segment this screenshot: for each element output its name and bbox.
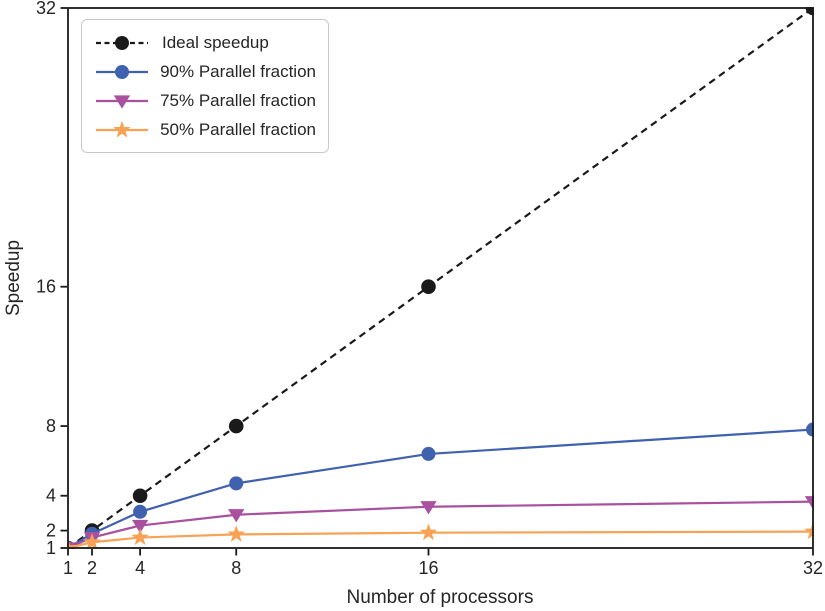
legend-label: 50% Parallel fraction: [160, 120, 316, 139]
legend-star-sample-icon: [96, 120, 148, 137]
series-marker-triangle-down: [131, 519, 149, 534]
series-marker-triangle-down: [228, 509, 245, 523]
x-tick-label: 2: [87, 558, 97, 578]
series-marker-star: [67, 538, 77, 549]
series-marker-star: [419, 523, 438, 541]
x-tick-label: 16: [418, 558, 438, 578]
y-tick-label: 8: [46, 416, 56, 436]
y-tick-label: 4: [46, 486, 56, 506]
series-line: [67, 530, 814, 549]
legend-label: 75% Parallel fraction: [160, 91, 316, 110]
series-marker-triangle-down: [804, 496, 814, 510]
legend-item-1: 90% Parallel fraction: [94, 57, 316, 86]
series-marker-circle: [805, 7, 814, 16]
series-marker-circle: [806, 422, 814, 437]
legend-item-3: 50% Parallel fraction: [94, 115, 316, 144]
series-marker-triangle-down: [420, 501, 437, 515]
plot-border: [67, 7, 814, 549]
y-tick-label: 16: [36, 277, 56, 297]
series-marker-circle: [228, 418, 244, 434]
series-marker-star: [131, 528, 149, 545]
series-marker-circle: [133, 504, 148, 519]
series-marker-circle: [421, 446, 436, 461]
legend-item-2: 75% Parallel fraction: [94, 86, 316, 115]
series-marker-star: [113, 120, 131, 137]
y-tick-label: 32: [36, 0, 56, 18]
x-tick-label: 1: [63, 558, 73, 578]
series-marker-circle: [115, 64, 129, 79]
legend: Ideal speedup 90% Parallel fraction 75% Pa…: [81, 19, 329, 153]
legend-triangle-down-sample-icon: [96, 94, 148, 109]
series-marker-star: [227, 525, 245, 542]
legend-label: 90% Parallel fraction: [160, 62, 316, 81]
series-marker-triangle-down: [113, 94, 131, 109]
legend-circle-sample-icon: [96, 64, 148, 79]
y-tick-label: 1: [46, 538, 56, 558]
x-axis-label: Number of processors: [347, 587, 534, 608]
legend-item-0: Ideal speedup: [94, 28, 316, 57]
y-axis-label: Speedup: [3, 240, 24, 316]
x-tick-label: 4: [135, 558, 145, 578]
legend-label: Ideal speedup: [162, 33, 269, 52]
series-marker-star: [83, 533, 101, 549]
series-marker-circle: [132, 488, 148, 504]
x-tick-label: 32: [803, 558, 823, 578]
series-marker-star: [804, 522, 814, 540]
x-tick-label: 8: [231, 558, 241, 578]
y-tick-label: 2: [46, 521, 56, 541]
series-marker-circle: [421, 279, 436, 295]
legend-circle-sample-icon: [96, 35, 148, 50]
series-line: [67, 500, 814, 549]
series-marker-circle: [115, 35, 129, 50]
series-line: [67, 428, 814, 549]
series-marker-circle: [229, 476, 244, 491]
